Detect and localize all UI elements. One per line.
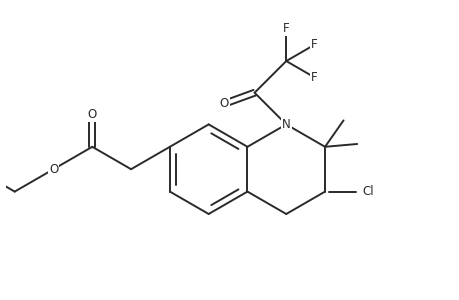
Text: O: O <box>88 108 97 121</box>
Text: F: F <box>282 22 289 35</box>
Text: N: N <box>281 118 290 131</box>
Text: O: O <box>219 97 229 110</box>
Text: F: F <box>310 71 317 84</box>
Text: F: F <box>310 38 317 51</box>
Text: Cl: Cl <box>362 185 374 198</box>
Text: O: O <box>49 163 58 176</box>
